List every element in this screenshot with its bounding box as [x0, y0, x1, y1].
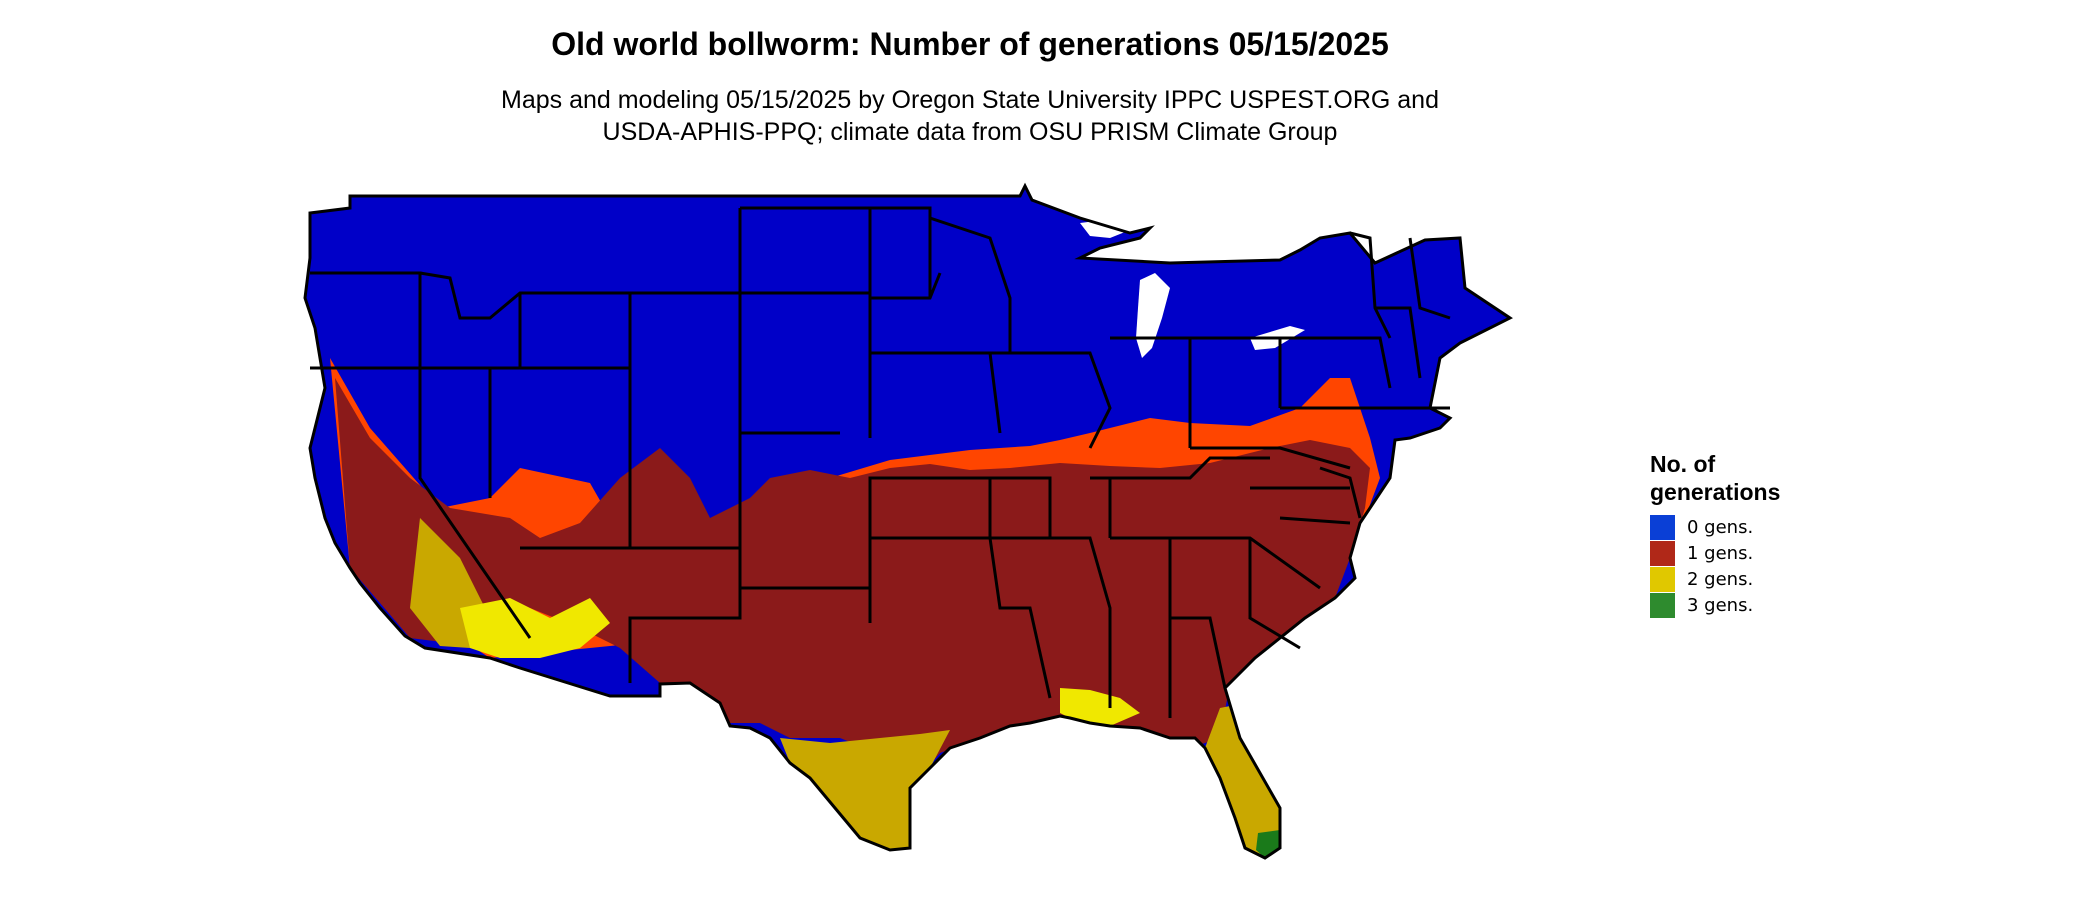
legend-items: 0 gens. 1 gens. 2 gens. 3 gens.: [1650, 514, 1870, 618]
legend-swatch: [1650, 566, 1675, 592]
legend-label: 3 gens.: [1687, 594, 1754, 616]
map-title: Old world bollworm: Number of generation…: [551, 26, 1389, 62]
legend-item-1-gens: 1 gens.: [1650, 540, 1870, 566]
legend-label: 0 gens.: [1687, 516, 1754, 538]
zone-2-gens-arizona: [460, 598, 610, 658]
subtitle-line-1: Maps and modeling 05/15/2025 by Oregon S…: [501, 86, 1439, 114]
legend-item-2-gens: 2 gens.: [1650, 566, 1870, 592]
zone-2-gens-texas: [780, 730, 950, 850]
legend-title-line-1: No. of: [1650, 451, 1716, 477]
zone-2-gens-louisiana: [1060, 688, 1140, 726]
legend-swatch: [1650, 540, 1675, 566]
legend-swatch: [1650, 592, 1675, 618]
us-generations-map: [303, 184, 1512, 860]
state-borders: [303, 184, 1512, 860]
subtitle-line-2: USDA-APHIS-PPQ; climate data from OSU PR…: [602, 118, 1338, 146]
map-subtitle: Maps and modeling 05/15/2025 by Oregon S…: [0, 84, 1940, 148]
zone-2-gens-florida: [1205, 703, 1280, 858]
legend-label: 1 gens.: [1687, 542, 1754, 564]
legend-swatch: [1650, 514, 1675, 540]
legend-label: 2 gens.: [1687, 568, 1754, 590]
legend-title: No. of generations: [1650, 450, 1870, 506]
map-legend: No. of generations 0 gens. 1 gens. 2 gen…: [1650, 450, 1870, 618]
legend-item-3-gens: 3 gens.: [1650, 592, 1870, 618]
legend-item-0-gens: 0 gens.: [1650, 514, 1870, 540]
legend-title-line-2: generations: [1650, 479, 1781, 505]
